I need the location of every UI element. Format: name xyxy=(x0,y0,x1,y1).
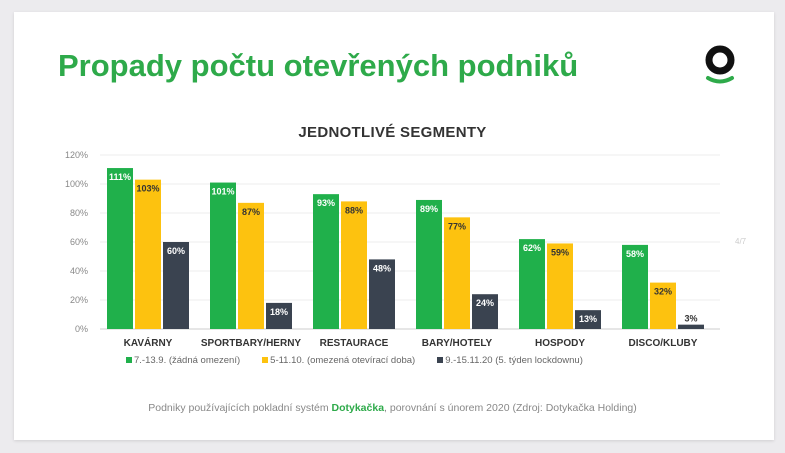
data-label: 24% xyxy=(476,298,494,308)
x-tick-label: SPORTBARY/HERNY xyxy=(201,338,302,349)
x-tick-label: DISCO/KLUBY xyxy=(629,338,698,349)
x-tick-label: KAVÁRNY xyxy=(124,336,173,349)
legend-item: 7.-13.9. (žádná omezení) xyxy=(126,355,240,366)
dotykacka-logo-icon xyxy=(705,45,735,84)
y-tick-label: 40% xyxy=(70,266,88,276)
data-label: 89% xyxy=(420,204,438,214)
data-label: 62% xyxy=(523,243,541,253)
bar xyxy=(444,217,470,329)
legend-swatch xyxy=(126,357,132,363)
bar xyxy=(678,324,704,329)
y-tick-label: 20% xyxy=(70,295,88,305)
source-prefix: Podniky používajících pokladní systém xyxy=(148,402,332,414)
data-label: 88% xyxy=(345,205,363,215)
bar xyxy=(313,194,339,329)
bar xyxy=(341,201,367,329)
source-note: Podniky používajících pokladní systém Do… xyxy=(0,402,785,414)
data-label: 101% xyxy=(211,187,234,197)
bar xyxy=(575,310,601,329)
bar xyxy=(107,168,133,329)
bar xyxy=(519,239,545,329)
bar xyxy=(547,243,573,329)
page-indicator: 4/7 xyxy=(735,237,747,246)
source-brand: Dotykačka xyxy=(331,402,385,414)
data-label: 103% xyxy=(136,184,159,194)
data-label: 93% xyxy=(317,198,335,208)
bar xyxy=(135,179,161,329)
source-suffix: , porovnání s únorem 2020 (Zdroj: Dotyka… xyxy=(384,402,637,414)
legend-label: 7.-13.9. (žádná omezení) xyxy=(134,355,241,366)
legend-swatch xyxy=(262,357,269,363)
data-label: 32% xyxy=(654,287,672,297)
page-title: Propady počtu otevřených podniků xyxy=(58,48,579,83)
legend-item: 9.-15.11.20 (5. týden lockdownu) xyxy=(437,355,583,366)
bar xyxy=(238,202,264,329)
legend-swatch xyxy=(437,357,444,363)
y-tick-label: 0% xyxy=(75,324,88,334)
legend-label: 9.-15.11.20 (5. týden lockdownu) xyxy=(445,355,583,366)
bar xyxy=(472,294,498,329)
data-label: 13% xyxy=(579,314,597,324)
x-tick-label: RESTAURACE xyxy=(320,338,389,349)
y-tick-label: 120% xyxy=(65,150,88,160)
data-label: 3% xyxy=(684,314,697,324)
data-label: 58% xyxy=(626,249,644,259)
bar xyxy=(622,244,648,329)
bar xyxy=(650,282,676,329)
x-tick-label: BARY/HOTELY xyxy=(422,338,493,349)
data-label: 60% xyxy=(167,246,185,256)
data-label: 59% xyxy=(551,247,569,257)
y-tick-label: 60% xyxy=(70,237,88,247)
bar xyxy=(163,242,189,329)
bar xyxy=(266,302,292,329)
data-label: 48% xyxy=(373,263,391,273)
legend-item: 5-11.10. (omezená otevírací doba) xyxy=(262,355,415,366)
data-label: 87% xyxy=(242,207,260,217)
x-tick-label: HOSPODY xyxy=(535,338,585,349)
data-label: 77% xyxy=(448,221,466,231)
legend-label: 5-11.10. (omezená otevírací doba) xyxy=(270,355,416,366)
y-tick-label: 80% xyxy=(70,208,88,218)
bar xyxy=(210,182,236,329)
bar xyxy=(369,259,395,329)
data-label: 18% xyxy=(270,307,288,317)
data-label: 111% xyxy=(109,172,131,182)
y-tick-label: 100% xyxy=(65,179,88,189)
legend: 7.-13.9. (žádná omezení) 5-11.10. (omeze… xyxy=(126,355,583,366)
chart-title: JEDNOTLIVÉ SEGMENTY xyxy=(298,124,487,141)
bar xyxy=(416,199,442,329)
